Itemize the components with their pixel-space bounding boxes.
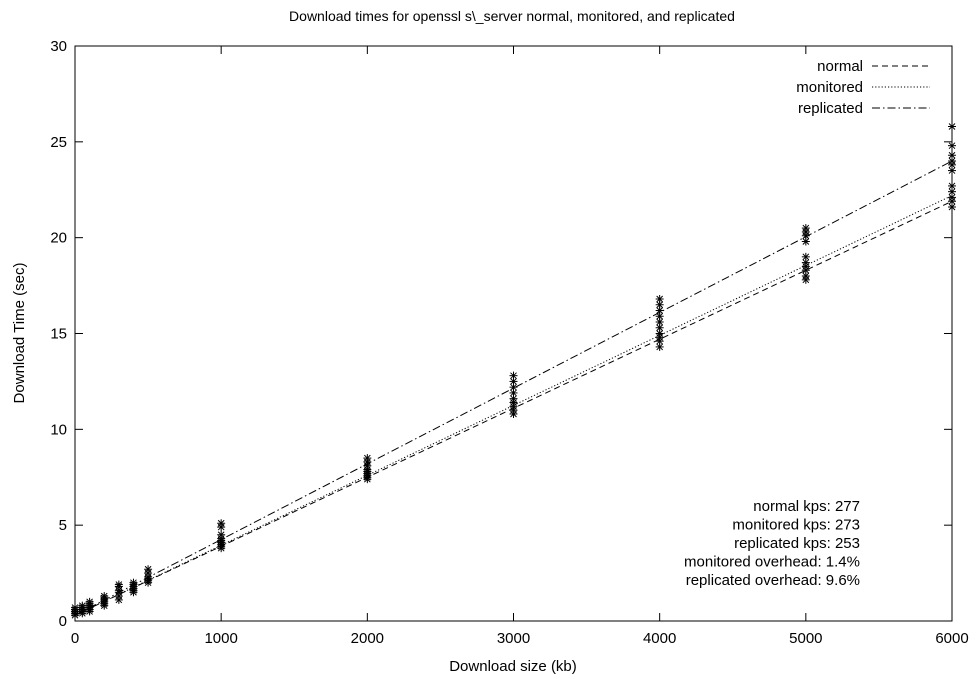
data-point-stroke	[217, 531, 225, 539]
data-point	[655, 306, 664, 315]
data-point-stroke	[656, 330, 664, 337]
data-point	[655, 342, 664, 351]
data-point	[655, 295, 664, 303]
data-point-stroke	[510, 378, 517, 385]
data-point	[948, 151, 956, 160]
x-tick-label: 5000	[789, 630, 822, 647]
x-tick-label: 0	[71, 630, 79, 647]
data-point-stroke	[948, 157, 956, 165]
data-point-stroke	[510, 389, 517, 397]
y-tick-label: 10	[50, 421, 67, 438]
data-point-stroke	[656, 324, 664, 332]
data-point	[801, 252, 810, 261]
data-point-stroke	[656, 295, 664, 303]
x-tick-label: 3000	[497, 630, 530, 647]
chart-title: Download times for openssl s\_server nor…	[289, 8, 735, 24]
annotation-line: monitored overhead: 1.4%	[684, 554, 860, 571]
x-tick-label: 4000	[643, 630, 676, 647]
data-point	[363, 454, 372, 463]
data-point-stroke	[656, 312, 664, 320]
data-point-stroke	[948, 203, 956, 211]
data-point-stroke	[115, 581, 123, 588]
data-point-stroke	[656, 343, 664, 351]
y-tick-label: 0	[59, 613, 67, 630]
data-point-stroke	[948, 194, 956, 201]
axis-ticks: 0 1000 2000 3000 4000 5000 6000 0 5 10 15 20 25 30	[50, 38, 968, 647]
data-point-stroke	[948, 167, 956, 174]
data-point-stroke	[78, 602, 86, 610]
data-point-stroke	[144, 565, 152, 573]
data-point-stroke	[948, 188, 956, 196]
data-point-stroke	[802, 253, 810, 261]
y-axis-label: Download Time (sec)	[11, 263, 28, 404]
data-point	[217, 530, 226, 539]
data-point-stroke	[802, 224, 810, 232]
data-point-stroke	[71, 604, 79, 611]
data-point-stroke	[948, 142, 956, 150]
data-point	[78, 601, 87, 610]
data-point	[85, 597, 94, 606]
data-point-stroke	[948, 123, 956, 130]
data-point-stroke	[217, 519, 225, 527]
annotation-line: monitored kps: 273	[732, 517, 860, 534]
data-point	[509, 377, 518, 386]
data-point-stroke	[656, 301, 664, 309]
data-point-stroke	[510, 395, 517, 403]
data-point	[129, 578, 138, 587]
data-point-stroke	[510, 383, 517, 391]
data-point-stroke	[802, 259, 810, 266]
data-point	[948, 122, 956, 131]
data-point-stroke	[802, 238, 810, 245]
data-point	[655, 318, 664, 326]
y-tick-label: 25	[50, 134, 67, 151]
data-point-stroke	[363, 454, 371, 462]
y-tick-label: 5	[59, 517, 67, 534]
legend-label: replicated	[798, 100, 863, 117]
legend: normal monitored replicated	[796, 58, 930, 117]
data-point-stroke	[948, 182, 956, 190]
data-point	[71, 603, 79, 612]
x-axis-label: Download size (kb)	[449, 658, 577, 675]
data-point	[509, 371, 518, 380]
y-tick-label: 15	[50, 326, 67, 343]
data-point-stroke	[100, 592, 108, 600]
data-points	[71, 122, 956, 620]
data-point-stroke	[802, 272, 810, 280]
data-point-stroke	[510, 372, 517, 380]
data-point-stroke	[656, 318, 664, 326]
data-point-stroke	[948, 151, 956, 159]
x-tick-label: 6000	[935, 630, 968, 647]
data-point-stroke	[130, 579, 137, 587]
data-point-stroke	[86, 598, 93, 606]
data-point	[144, 565, 153, 574]
data-point	[100, 592, 109, 601]
data-point	[217, 519, 226, 528]
data-point	[948, 181, 956, 190]
y-tick-label: 30	[50, 38, 67, 55]
data-point	[948, 141, 956, 150]
legend-label: monitored	[796, 79, 863, 96]
x-tick-label: 2000	[351, 630, 384, 647]
annotation-line: replicated kps: 253	[734, 535, 860, 552]
annotation-line: normal kps: 277	[753, 498, 860, 515]
data-point	[801, 224, 810, 233]
data-point-stroke	[656, 307, 664, 314]
legend-label: normal	[817, 58, 863, 75]
y-tick-label: 20	[50, 230, 67, 247]
annotation-line: replicated overhead: 9.6%	[686, 572, 860, 589]
x-tick-label: 1000	[204, 630, 237, 647]
data-point	[114, 580, 123, 589]
